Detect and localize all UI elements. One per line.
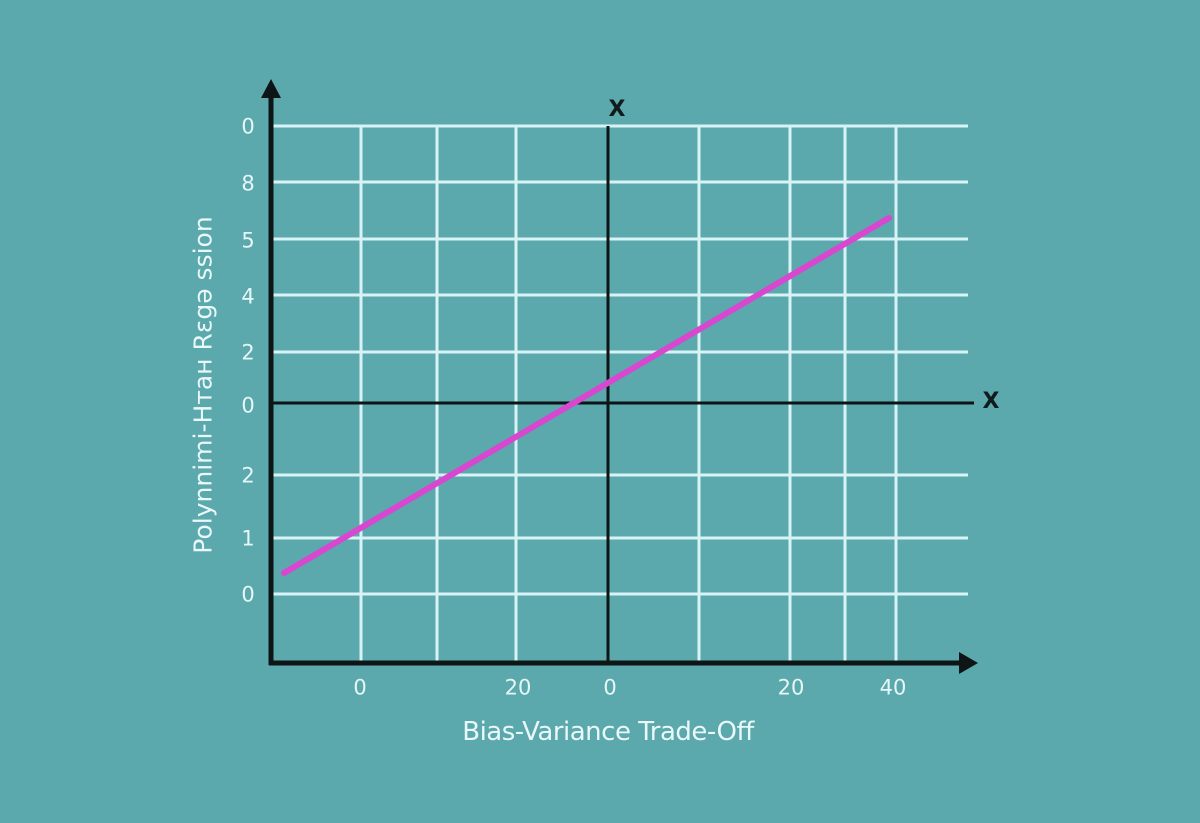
y-tick-label: 5: [241, 228, 255, 253]
y-axis-arrow-icon: [261, 79, 281, 98]
x-tick-label: 0: [603, 675, 617, 700]
x-tick-label: 0: [353, 675, 367, 700]
regression-line: [281, 215, 892, 576]
y-tick-label: 1: [241, 526, 255, 551]
y-tick-label: 4: [241, 284, 255, 309]
x-tick-label: 40: [879, 675, 907, 700]
right-axis-marker: X: [982, 389, 1000, 414]
x-tick-label: 20: [777, 675, 805, 700]
chart-title: Bias-Variance Trade-Off: [462, 717, 754, 747]
x-tick-label: 20: [504, 675, 532, 700]
y-tick-label: 0: [241, 114, 255, 139]
y-tick-label: 8: [241, 171, 255, 196]
horizontal-grid-lines: [271, 124, 968, 596]
data-series: [281, 215, 892, 576]
y-tick-label: 0: [241, 393, 255, 418]
y-tick-label: 2: [241, 463, 255, 488]
axes: [261, 79, 978, 674]
y-tick-label: 0: [241, 582, 255, 607]
vertical-grid-lines: [359, 126, 898, 663]
y-axis-label: Polynnimi-Hтан Rɛgə ssion: [188, 216, 218, 554]
top-axis-marker: X: [608, 97, 626, 122]
y-tick-label: 2: [241, 340, 255, 365]
x-axis-arrow-icon: [959, 652, 978, 674]
